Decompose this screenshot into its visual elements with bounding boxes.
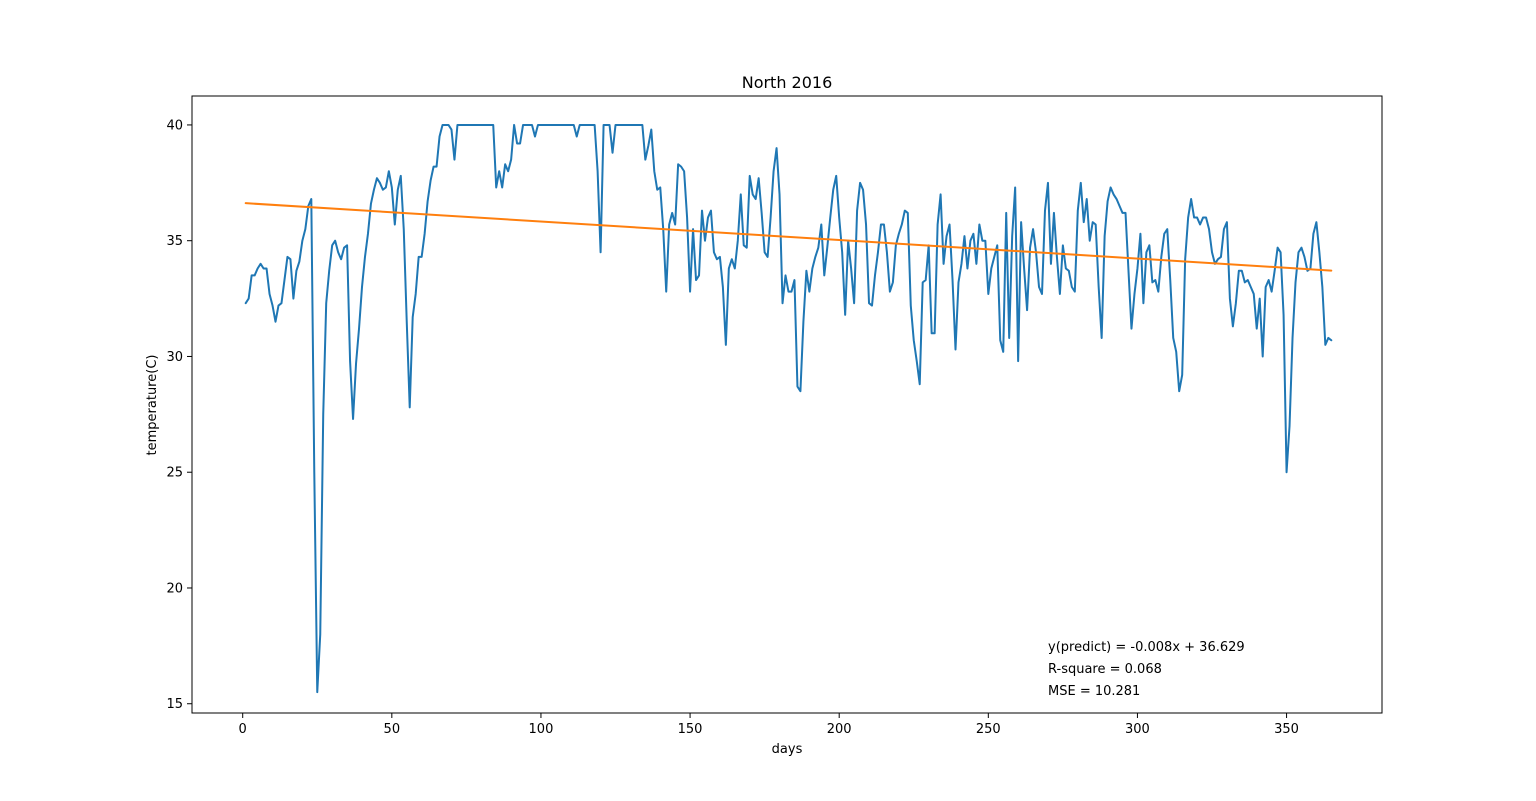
axes-frame (191, 95, 1383, 714)
x-tick-label: 250 (976, 722, 1001, 737)
x-tick-label: 300 (1125, 722, 1150, 737)
annotation-block: y(predict) = -0.008x + 36.629 R-square =… (1048, 640, 1245, 699)
x-tick-label: 0 (239, 722, 247, 737)
y-tick-label: 15 (166, 697, 183, 712)
x-tick-label: 350 (1274, 722, 1299, 737)
x-axis-ticks: 0 50 100 150 200 250 300 350 (239, 713, 1299, 737)
trend-series-line (244, 202, 1333, 272)
y-axis-label: temperature(C) (145, 355, 160, 456)
y-tick-label: 30 (166, 350, 183, 365)
y-tick-label: 40 (166, 118, 183, 133)
x-axis-label: days (772, 742, 803, 757)
y-tick-label: 20 (166, 581, 183, 596)
x-tick-label: 150 (678, 722, 703, 737)
plot-area: 0 50 100 150 200 250 300 350 15 20 25 30 35 40 (166, 95, 1383, 737)
x-tick-label: 50 (384, 722, 401, 737)
y-axis-ticks: 15 20 25 30 35 40 (166, 118, 192, 712)
chart-title: North 2016 (742, 73, 833, 92)
temperature-series-line (244, 123, 1333, 694)
r-square-label: R-square = 0.068 (1048, 662, 1162, 677)
mse-label: MSE = 10.281 (1048, 684, 1140, 699)
series-layer (244, 123, 1333, 694)
regression-equation: y(predict) = -0.008x + 36.629 (1048, 640, 1245, 655)
x-tick-label: 100 (529, 722, 554, 737)
y-tick-label: 35 (166, 234, 183, 249)
x-tick-label: 200 (827, 722, 852, 737)
y-tick-label: 25 (166, 466, 183, 481)
